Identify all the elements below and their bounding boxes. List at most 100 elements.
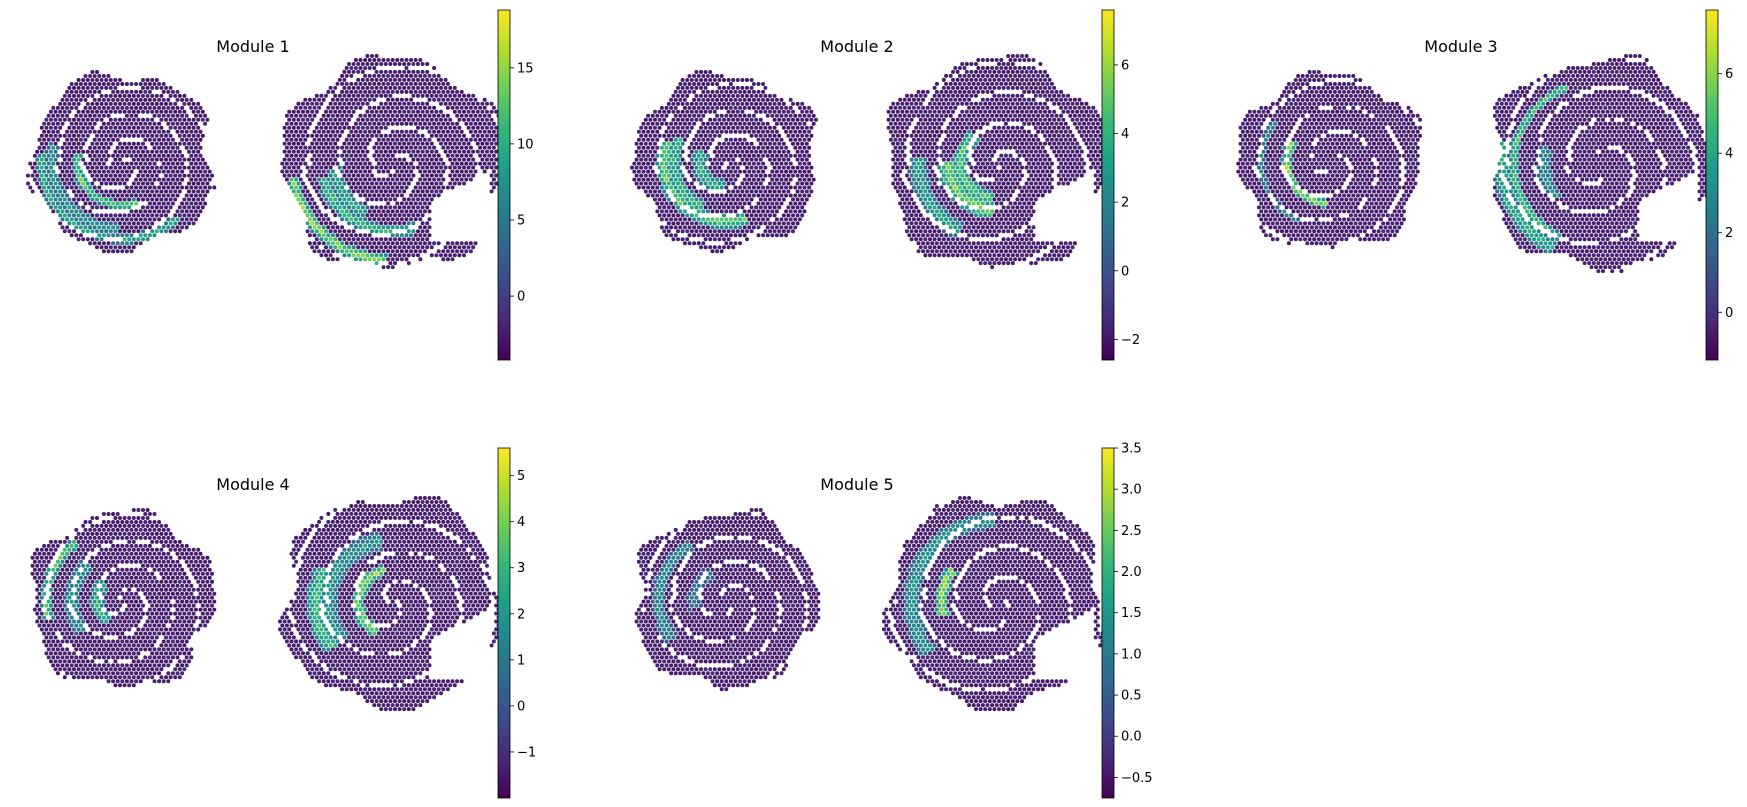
spot bbox=[754, 133, 759, 138]
spot bbox=[196, 117, 201, 122]
spot bbox=[781, 117, 786, 122]
spot bbox=[173, 229, 178, 234]
spot bbox=[141, 101, 145, 106]
spot bbox=[1010, 125, 1015, 130]
spot bbox=[189, 129, 194, 134]
spot bbox=[459, 145, 464, 150]
spot bbox=[1036, 81, 1041, 86]
spot bbox=[678, 169, 683, 174]
spot bbox=[337, 197, 342, 202]
spot bbox=[353, 249, 358, 254]
spot bbox=[749, 101, 754, 106]
spot bbox=[676, 189, 680, 194]
spot bbox=[466, 165, 471, 170]
spot bbox=[795, 213, 800, 218]
spot bbox=[705, 145, 710, 150]
spot bbox=[983, 117, 988, 122]
spot bbox=[689, 78, 694, 82]
spot bbox=[353, 217, 358, 222]
spot bbox=[127, 117, 132, 122]
spot bbox=[335, 145, 340, 150]
spot bbox=[65, 209, 70, 214]
spot bbox=[905, 101, 909, 106]
spot bbox=[376, 121, 381, 126]
spot bbox=[715, 177, 720, 182]
spot bbox=[88, 241, 93, 246]
spot bbox=[641, 169, 646, 174]
spot bbox=[728, 137, 733, 142]
spot bbox=[772, 117, 777, 122]
spot bbox=[390, 217, 395, 222]
spot bbox=[106, 113, 111, 118]
spot bbox=[758, 125, 763, 130]
spot bbox=[44, 189, 49, 194]
spot bbox=[696, 82, 701, 86]
spot bbox=[166, 225, 171, 230]
spot bbox=[427, 225, 432, 230]
spot bbox=[99, 85, 104, 90]
spot bbox=[928, 109, 932, 114]
spot bbox=[154, 197, 159, 202]
spot bbox=[918, 141, 923, 146]
spot bbox=[49, 189, 53, 194]
spot bbox=[934, 113, 939, 118]
spot bbox=[418, 58, 423, 62]
spot bbox=[751, 121, 756, 126]
spot bbox=[342, 125, 347, 130]
spot bbox=[303, 137, 308, 142]
spot bbox=[971, 89, 976, 94]
spot bbox=[432, 97, 437, 102]
spot bbox=[404, 209, 409, 214]
spot bbox=[669, 209, 674, 214]
spot bbox=[85, 237, 90, 242]
spot bbox=[198, 201, 203, 206]
spot bbox=[1049, 97, 1054, 102]
spot bbox=[641, 161, 646, 166]
spot bbox=[1089, 117, 1093, 122]
spot bbox=[409, 97, 414, 102]
spot bbox=[964, 85, 969, 90]
spot bbox=[728, 89, 733, 94]
spot bbox=[372, 81, 377, 86]
spot bbox=[351, 157, 356, 162]
spot bbox=[678, 121, 683, 126]
spot bbox=[726, 125, 731, 130]
spot bbox=[101, 145, 106, 150]
spot bbox=[1084, 109, 1089, 114]
spot bbox=[363, 97, 368, 102]
spot bbox=[32, 169, 37, 174]
spot bbox=[154, 133, 159, 138]
spot bbox=[932, 93, 937, 98]
spot bbox=[1006, 54, 1011, 58]
spot bbox=[353, 66, 358, 70]
spot bbox=[324, 133, 328, 138]
spot bbox=[976, 121, 981, 126]
spot bbox=[676, 237, 680, 242]
spot bbox=[402, 85, 407, 90]
spot bbox=[182, 157, 187, 162]
spot bbox=[381, 217, 386, 222]
spot bbox=[717, 85, 722, 90]
spot bbox=[420, 149, 425, 154]
spot bbox=[786, 109, 791, 114]
spot bbox=[191, 117, 196, 122]
spot bbox=[118, 117, 122, 122]
spot bbox=[351, 189, 356, 194]
spot bbox=[692, 241, 697, 246]
spot bbox=[473, 161, 478, 166]
spot bbox=[67, 125, 72, 130]
spot bbox=[314, 133, 319, 138]
spot bbox=[694, 85, 699, 90]
spot bbox=[78, 185, 83, 190]
spot bbox=[150, 109, 155, 114]
spot bbox=[294, 193, 299, 198]
spot bbox=[432, 241, 437, 246]
spot bbox=[395, 201, 400, 206]
spot bbox=[88, 121, 93, 126]
spot bbox=[916, 137, 921, 142]
spot bbox=[152, 209, 157, 214]
spot bbox=[62, 197, 67, 202]
spot bbox=[81, 189, 86, 194]
spot bbox=[786, 221, 791, 226]
spot bbox=[662, 213, 667, 218]
